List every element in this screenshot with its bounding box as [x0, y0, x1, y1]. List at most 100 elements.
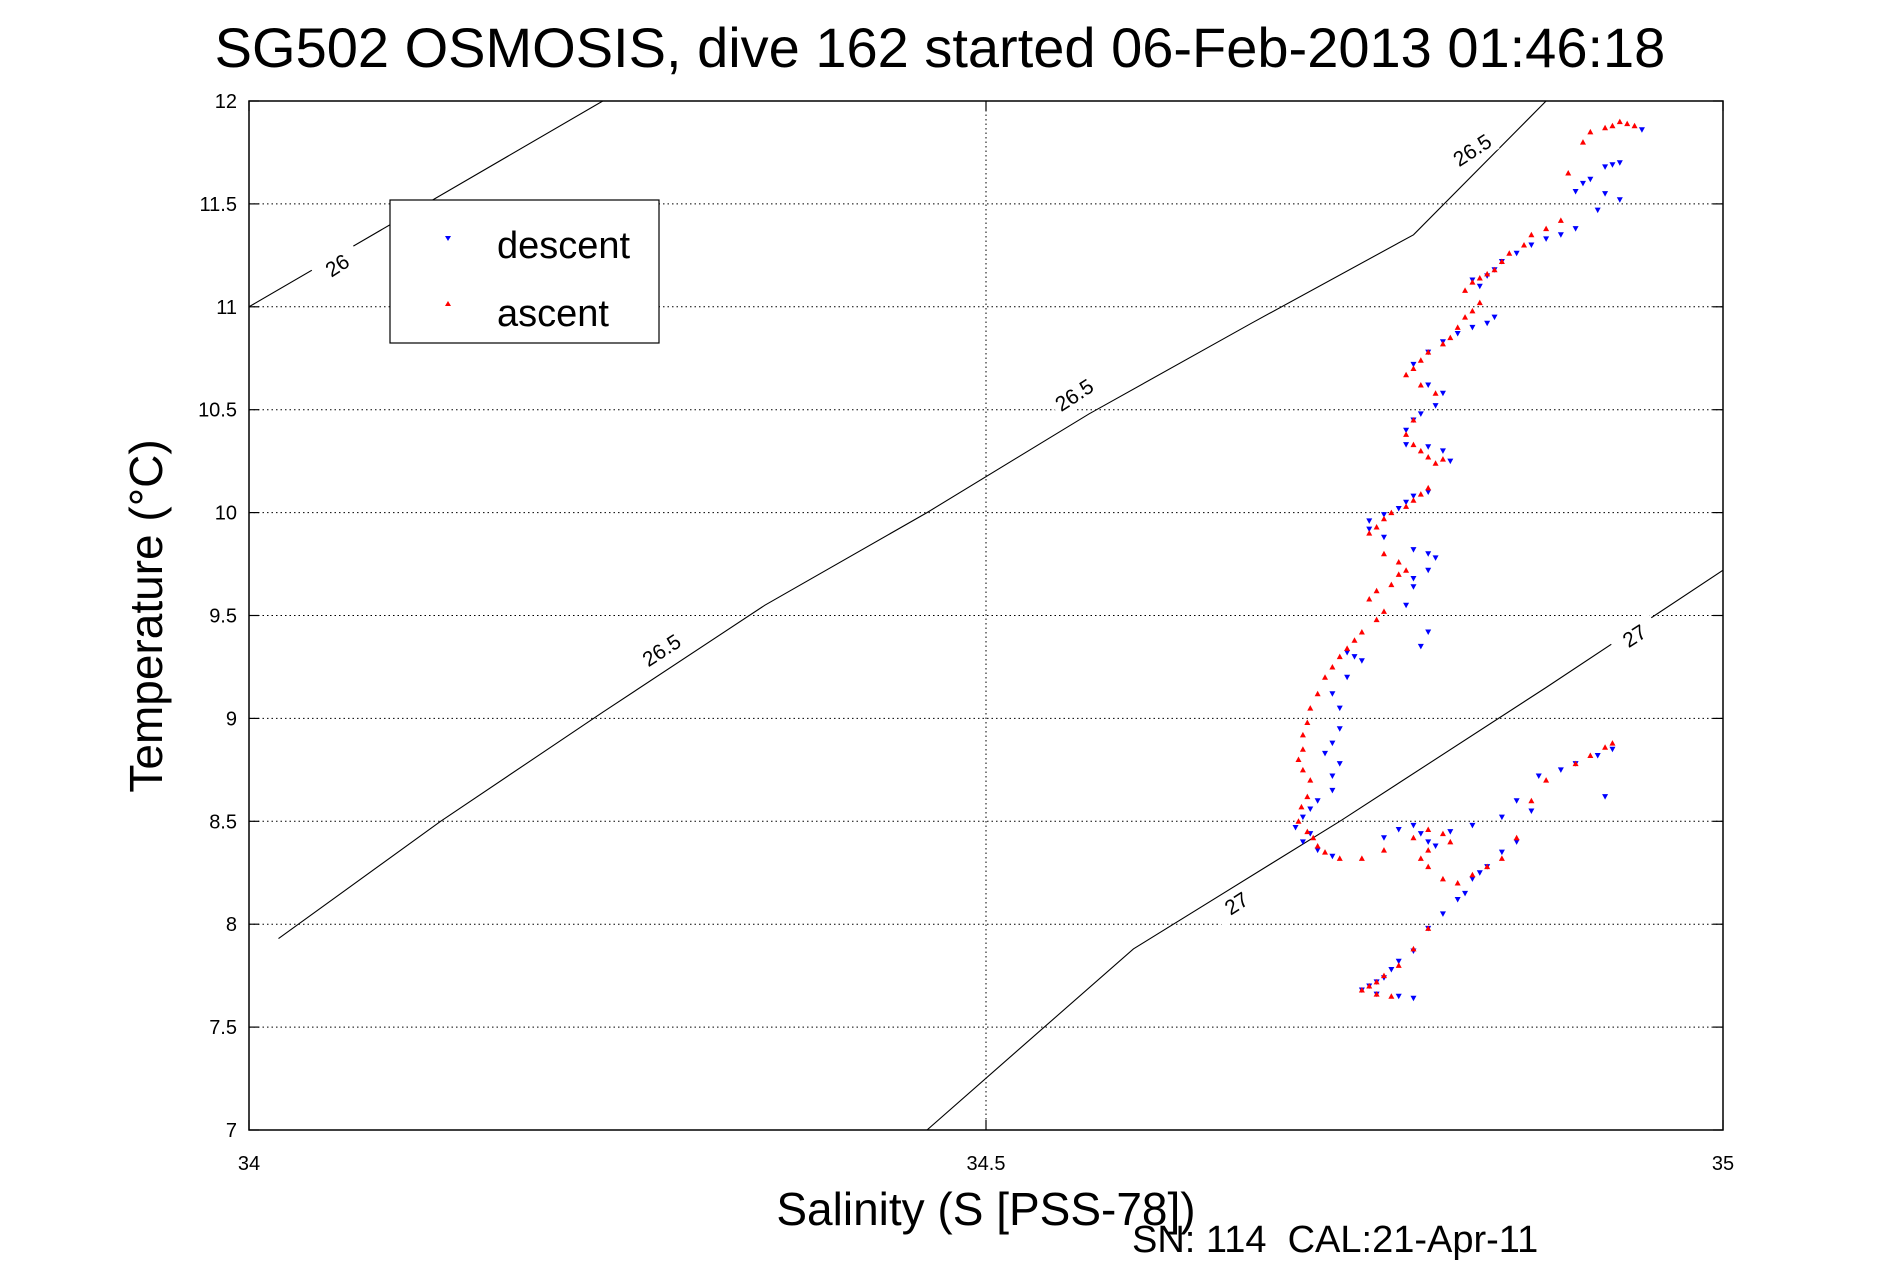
ascent-point: [1587, 752, 1594, 758]
descent-point: [1587, 176, 1594, 183]
ascent-point: [1439, 456, 1446, 462]
descent-point: [1322, 750, 1329, 757]
descent-point: [1439, 448, 1446, 454]
ascent-point: [1304, 719, 1311, 726]
x-axis-ticks: 34 34.5 35: [238, 101, 1734, 1175]
legend-box: [389, 199, 660, 344]
contour-label-group: 26.5: [1445, 126, 1500, 175]
y-tick-label: 10: [215, 503, 237, 525]
ascent-point: [1439, 875, 1446, 882]
ascent-point: [1373, 587, 1380, 594]
descent-point: [1602, 191, 1609, 197]
descent-point: [1439, 390, 1446, 397]
ascent-point: [1417, 357, 1424, 363]
ascent-point: [1388, 509, 1395, 516]
descent-point: [1410, 547, 1417, 553]
ascent-point: [1469, 871, 1476, 878]
ascent-point: [1403, 567, 1410, 573]
descent-point: [1410, 822, 1417, 829]
descent-point: [1469, 876, 1476, 882]
descent-point: [1579, 180, 1586, 187]
descent-point: [1528, 808, 1535, 815]
x-tick-label: 35: [1712, 1153, 1734, 1175]
y-tick-label: 7: [226, 1120, 237, 1142]
ascent-point: [1439, 340, 1446, 347]
descent-series: [1292, 127, 1645, 1002]
descent-point: [1594, 207, 1601, 214]
descent-point: [1439, 911, 1446, 917]
ascent-point: [1298, 803, 1305, 810]
x-tick-label: 34.5: [967, 1153, 1006, 1175]
ascent-point: [1572, 760, 1579, 767]
descent-point: [1498, 814, 1505, 821]
ascent-point: [1380, 608, 1387, 614]
descent-point: [1329, 773, 1336, 780]
ascent-point: [1380, 972, 1387, 979]
y-tick-label: 9.5: [209, 606, 237, 628]
ascent-point: [1299, 746, 1306, 752]
ascent-point: [1425, 484, 1432, 491]
ascent-point: [1454, 880, 1461, 886]
ascent-point: [1469, 279, 1476, 285]
descent-point: [1469, 324, 1476, 331]
ascent-point: [1410, 441, 1417, 448]
contour-label-background: [1607, 612, 1662, 661]
descent-point: [1476, 870, 1483, 876]
ascent-point: [1476, 274, 1483, 281]
ascent-point: [1506, 250, 1513, 256]
descent-point: [1425, 839, 1432, 845]
descent-point: [1380, 534, 1387, 541]
ascent-point: [1513, 834, 1520, 841]
descent-point: [1299, 814, 1306, 821]
ascent-point: [1462, 314, 1469, 320]
descent-point: [1432, 843, 1439, 849]
descent-point: [1329, 691, 1336, 697]
descent-point: [1572, 226, 1579, 232]
ascent-point: [1295, 756, 1302, 763]
descent-point: [1535, 773, 1542, 780]
descent-point: [1425, 567, 1432, 574]
ascent-point: [1373, 616, 1380, 623]
y-tick-label: 8: [226, 914, 237, 936]
ascent-point: [1447, 838, 1454, 845]
ascent-point: [1310, 834, 1317, 841]
ascent-point: [1557, 217, 1564, 223]
descent-point: [1403, 442, 1410, 448]
ascent-point: [1410, 416, 1417, 423]
ascent-point: [1314, 690, 1321, 697]
descent-point: [1425, 551, 1432, 557]
y-tick-label: 10.5: [198, 400, 237, 422]
descent-point: [1616, 160, 1623, 166]
ascent-series: [1295, 118, 1638, 999]
ascent-point: [1403, 431, 1410, 437]
descent-point: [1513, 798, 1520, 804]
ascent-point: [1476, 299, 1483, 306]
ascent-point: [1314, 842, 1321, 849]
contour-label-background: [310, 241, 365, 290]
legend-ascent-marker: [445, 301, 451, 306]
ascent-point: [1521, 242, 1528, 248]
descent-point: [1491, 314, 1498, 321]
descent-point: [1425, 444, 1432, 450]
ascent-point: [1417, 382, 1424, 388]
y-tick-label: 12: [215, 91, 237, 113]
ascent-point: [1358, 987, 1365, 993]
descent-point: [1395, 827, 1402, 833]
ascent-point: [1579, 139, 1586, 145]
descent-point: [1432, 403, 1439, 409]
contour-label-background: [1047, 371, 1102, 420]
descent-point: [1329, 853, 1336, 860]
ascent-point: [1425, 454, 1432, 460]
descent-point: [1410, 995, 1417, 1002]
descent-point: [1557, 767, 1564, 773]
ascent-point: [1295, 818, 1302, 824]
descent-point: [1417, 831, 1424, 837]
descent-point: [1462, 890, 1469, 897]
y-tick-label: 11.5: [200, 194, 237, 216]
ascent-point: [1425, 826, 1432, 833]
descent-point: [1307, 806, 1314, 812]
descent-point: [1403, 499, 1410, 506]
descent-point: [1380, 512, 1387, 518]
ascent-point: [1351, 637, 1358, 643]
ascent-point: [1543, 777, 1550, 783]
